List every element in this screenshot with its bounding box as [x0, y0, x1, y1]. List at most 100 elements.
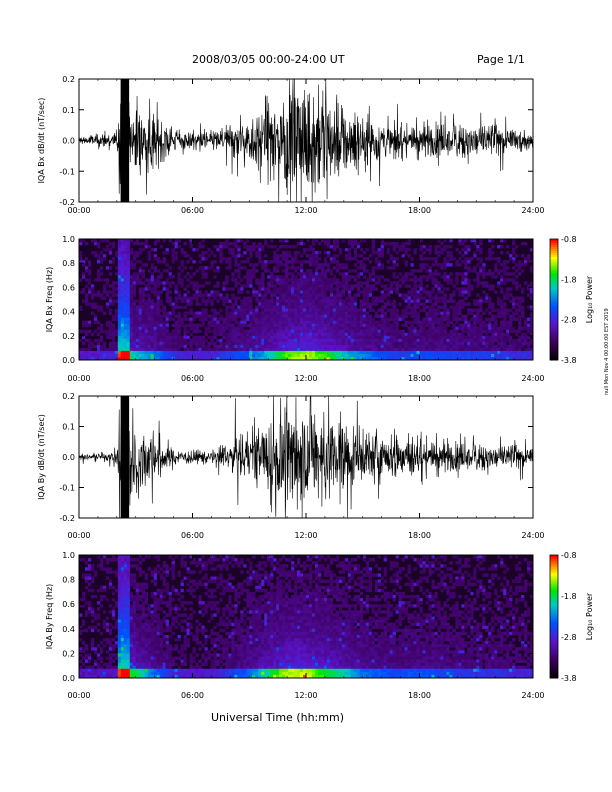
spectrogram-cell — [297, 338, 301, 343]
spectrogram-cell — [446, 260, 450, 264]
spectrogram-cell — [425, 278, 429, 282]
spectrogram-cell — [177, 326, 181, 331]
spectrogram-cell — [371, 350, 375, 355]
spectrogram-cell — [120, 257, 125, 261]
spectrogram-cell — [225, 347, 229, 352]
spectrogram-cell — [258, 287, 262, 291]
colorbar-segment — [550, 353, 558, 357]
spectrogram-cell — [452, 311, 456, 315]
spectrogram-cell — [425, 350, 429, 355]
spectrogram-cell — [300, 347, 304, 352]
spectrogram-cell — [123, 293, 128, 297]
spectrogram-cell — [410, 263, 414, 267]
spectrogram-cell — [515, 275, 519, 279]
spectrogram-cell — [93, 338, 98, 343]
spectrogram-cell — [362, 332, 367, 337]
spectrogram-cell — [368, 341, 373, 346]
spectrogram-cell — [476, 272, 480, 276]
spectrogram-cell — [135, 341, 140, 346]
spectrogram-cell — [488, 335, 492, 340]
spectrogram-cell — [527, 356, 531, 361]
spectrogram-cell — [425, 356, 429, 361]
spectrogram-cell — [204, 251, 208, 255]
spectrogram-cell — [494, 326, 498, 331]
spectrogram-cell — [300, 275, 304, 279]
spectrogram-cell — [228, 299, 232, 303]
spectrogram-cell — [350, 275, 355, 279]
spectrogram-cell — [81, 650, 86, 654]
spectrogram-cell — [81, 329, 86, 334]
spectrogram-cell — [311, 299, 316, 303]
spectrogram-cell — [506, 251, 510, 255]
spectrogram-cell — [144, 245, 148, 249]
spectrogram-cell — [311, 314, 316, 318]
spectrogram-cell — [311, 242, 316, 246]
spectrogram-cell — [123, 314, 128, 318]
spectrogram-cell — [261, 266, 265, 270]
spectrogram-cell — [165, 278, 169, 282]
spectrogram-cell — [231, 314, 235, 318]
spectrogram-cell — [171, 254, 175, 258]
spectrogram-cell — [285, 281, 289, 285]
spectrogram-cell — [308, 338, 313, 343]
spectrogram-cell — [338, 350, 343, 355]
spectrogram-cell — [231, 287, 235, 291]
spectrogram-cell — [512, 344, 516, 349]
colorbar-segment — [550, 263, 558, 266]
spectrogram-cell — [353, 350, 358, 355]
spectrogram-cell — [279, 290, 283, 294]
spectrogram-cell — [368, 326, 373, 331]
spectrogram-cell — [473, 350, 477, 355]
spectrogram-cell — [117, 613, 122, 617]
spectrogram-cell — [111, 585, 116, 590]
spectrogram-cell — [93, 320, 98, 324]
spectrogram-cell — [93, 317, 98, 321]
spectrogram-cell — [398, 272, 402, 276]
spectrogram-cell — [335, 335, 340, 340]
spectrogram-cell — [350, 314, 355, 318]
spectrogram-cell — [479, 326, 483, 331]
spectrogram-cell — [123, 287, 128, 291]
spectrogram-cell — [401, 329, 405, 334]
spectrogram-cell — [285, 239, 289, 243]
spectrogram-cell — [270, 326, 274, 331]
spectrogram-cell — [353, 323, 358, 328]
spectrogram-cell — [428, 248, 432, 252]
spectrogram-cell — [267, 284, 271, 288]
spectrogram-cell — [368, 278, 373, 282]
spectrogram-cell — [126, 272, 131, 276]
spectrogram-cell — [452, 299, 456, 303]
spectrogram-cell — [261, 299, 265, 303]
spectrogram-cell — [159, 272, 163, 276]
spectrogram-cell — [416, 317, 420, 321]
spectrogram-cell — [192, 293, 196, 297]
spectrogram-cell — [246, 290, 250, 294]
spectrogram-cell — [368, 347, 373, 352]
spectrogram-cell — [159, 338, 163, 343]
spectrogram-cell — [443, 338, 447, 343]
spectrogram-cell — [81, 335, 86, 340]
spectrogram-cell — [500, 290, 504, 294]
spectrogram-cell — [401, 323, 405, 328]
spectrogram-cell — [362, 341, 367, 346]
spectrogram-cell — [497, 314, 501, 318]
spectrogram-cell — [141, 338, 146, 343]
spectrogram-cell — [120, 558, 125, 562]
spectrogram-cell — [303, 251, 307, 255]
spectrogram-cell — [461, 323, 465, 328]
spectrogram-cell — [126, 656, 131, 660]
spectrogram-cell — [347, 347, 352, 352]
spectrogram-cell — [234, 314, 238, 318]
spectrogram-cell — [168, 314, 172, 318]
spectrogram-cell — [255, 317, 259, 321]
spectrogram-cell — [467, 323, 471, 328]
spectrogram-cell — [120, 659, 125, 663]
spectrogram-cell — [300, 278, 304, 282]
spectrogram-cell — [371, 323, 375, 328]
spectrogram-cell — [365, 287, 370, 291]
colorbar-segment — [550, 335, 558, 339]
spectrogram-cell — [518, 353, 522, 358]
spectrogram-cell — [168, 296, 172, 300]
spectrogram-cell — [314, 305, 319, 309]
